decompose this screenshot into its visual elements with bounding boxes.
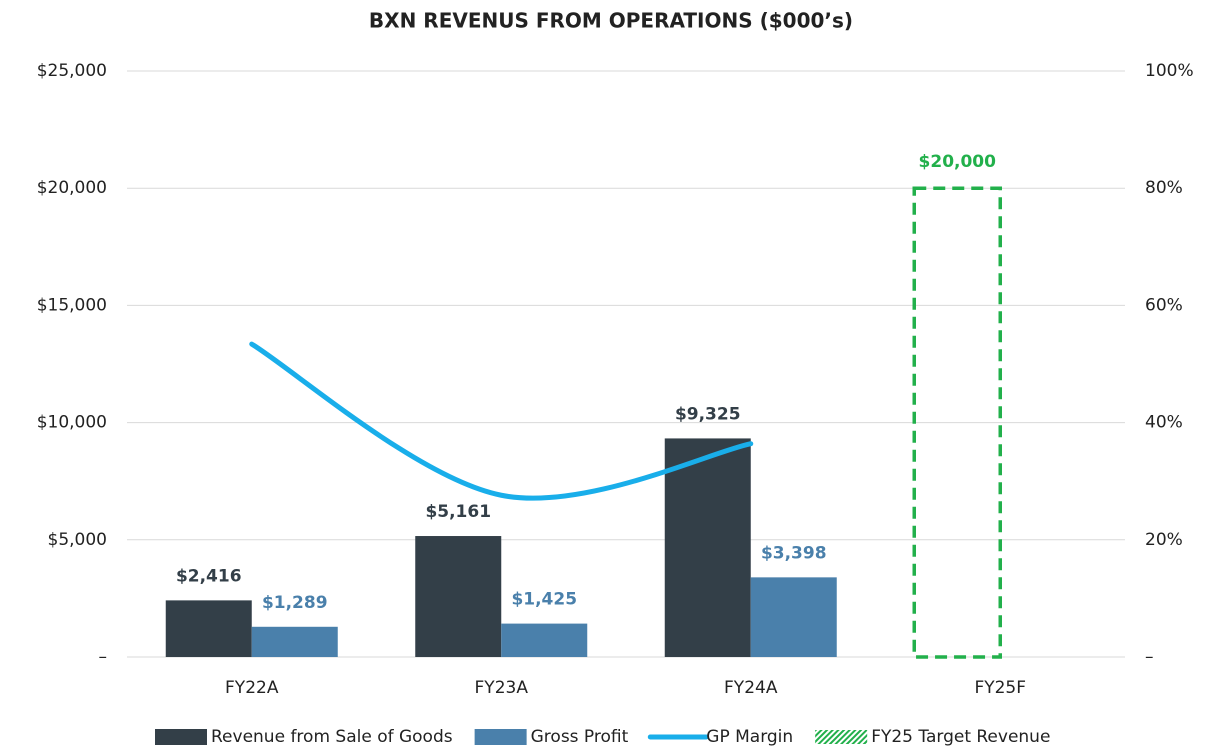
bar [251,626,338,657]
legend-swatch [155,729,207,745]
x-tick-label: FY22A [225,678,279,698]
y2-tick-label: 60% [1145,295,1183,315]
data-label: $1,289 [262,593,328,613]
line [249,341,754,501]
legend-label: GP Margin [706,727,793,747]
chart-title: BXN REVENUS FROM OPERATIONS ($000’s) [369,9,853,33]
data-label: $20,000 [919,152,997,172]
y-tick-label: $20,000 [37,178,107,198]
legend-label: Revenue from Sale of Goods [211,727,453,747]
data-label: $2,416 [176,566,242,586]
x-tick-label: FY23A [475,678,529,698]
data-label: $1,425 [511,590,577,610]
bar [664,438,751,657]
data-label: $5,161 [425,502,491,522]
y2-tick-label: 100% [1145,61,1194,81]
x-tick-label: FY24A [724,678,778,698]
x-tick-label: FY25F [974,678,1026,698]
bar [165,600,252,657]
y2-tick-label: – [1145,647,1154,667]
bar [501,623,588,657]
legend-swatch [474,729,527,745]
y-tick-label: $10,000 [37,413,107,433]
bar [415,536,502,657]
y2-tick-label: 80% [1145,178,1183,198]
y2-tick-label: 20% [1145,530,1183,550]
y-tick-label: – [99,647,108,667]
data-label: $3,398 [761,543,827,563]
bar [750,577,837,657]
target-bar [912,186,1002,659]
data-label: $9,325 [675,404,741,424]
legend-label: Gross Profit [531,727,629,747]
legend-label: FY25 Target Revenue [871,727,1050,747]
y2-tick-label: 40% [1145,413,1183,433]
y-tick-label: $15,000 [37,295,107,315]
legend-swatch [815,730,868,744]
y-tick-label: $5,000 [48,530,107,550]
y-tick-label: $25,000 [37,61,107,81]
